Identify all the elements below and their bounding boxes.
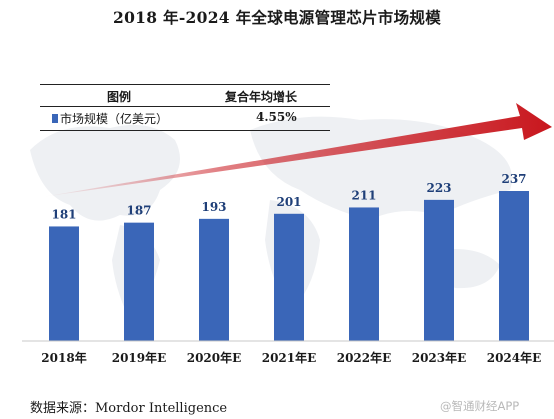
series-swatch	[52, 114, 58, 123]
x-tick-label: 2020年E	[187, 350, 242, 365]
legend-header: 图例	[107, 90, 132, 104]
x-tick-label: 2019年E	[112, 350, 167, 365]
value-label: 201	[276, 195, 301, 209]
legend-table-bottom-rule	[40, 130, 330, 131]
x-tick-label: 2022年E	[337, 350, 392, 365]
x-tick-label: 2024年E	[487, 350, 542, 365]
legend-table-mid-rule	[40, 106, 330, 107]
value-label: 237	[501, 172, 526, 186]
legend-table-top-rule	[40, 84, 330, 85]
x-tick-label: 2018年	[41, 350, 86, 365]
bar-2021年E	[274, 213, 304, 341]
cagr-value: 4.55%	[256, 110, 297, 124]
value-label: 181	[51, 207, 76, 221]
chart-title: 2018 年-2024 年全球电源管理芯片市场规模	[112, 8, 441, 27]
value-label: 211	[351, 188, 376, 202]
bar-2019年E	[124, 222, 154, 341]
x-tick-labels-group: 2018年 2019年E 2020年E 2021年E 2022年E 2023年E 2024年…	[41, 350, 541, 365]
bar-2022年E	[349, 207, 379, 341]
cagr-header: 复合年均增长	[225, 90, 298, 104]
watermark: @智通财经APP	[440, 399, 520, 413]
bar-2020年E	[199, 218, 229, 341]
bar-2024年E	[499, 191, 529, 341]
bar-2023年E	[424, 199, 454, 341]
value-label: 187	[126, 204, 151, 218]
x-tick-label: 2023年E	[412, 350, 467, 365]
bar-2018年	[49, 226, 79, 341]
value-label: 193	[201, 200, 226, 214]
value-label: 223	[426, 181, 451, 195]
value-labels-group: 181 187 193 201 211 223 237	[51, 172, 526, 221]
x-tick-label: 2021年E	[262, 350, 317, 365]
bars-group	[49, 191, 529, 341]
data-source: 数据来源：Mordor Intelligence	[30, 401, 228, 416]
series-label: 市场规模（亿美元）	[60, 112, 169, 126]
